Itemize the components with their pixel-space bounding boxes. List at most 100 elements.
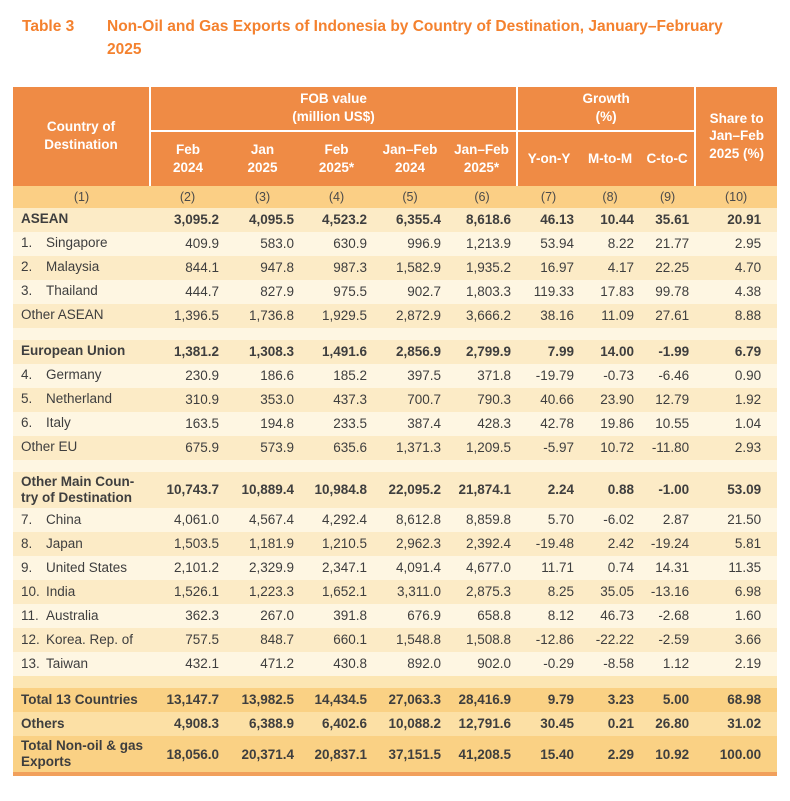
table-row: ASEAN 3,095.2 4,095.5 4,523.2 6,355.4 8,618.6…: [13, 207, 778, 232]
value-cell: 6,388.9: [225, 711, 300, 736]
country-label: Taiwan: [46, 655, 89, 671]
country-label: Other ASEAN: [21, 307, 104, 323]
table-title-text: Non-Oil and Gas Exports of Indonesia by …: [107, 18, 723, 59]
value-cell: 20,837.1: [300, 735, 373, 773]
value-cell: 2,101.2: [150, 555, 225, 580]
table-row: 10. India 1,526.1 1,223.3 1,652.1 3,311.0 2,87…: [13, 579, 778, 604]
table-row: 13. Taiwan 432.1 471.2 430.8 892.0 902.0 -0.29-…: [13, 651, 778, 676]
row-number: 5.: [21, 391, 33, 407]
country-label: European Union: [21, 343, 126, 359]
country-label: Total Non-oil & gas Exports: [21, 737, 143, 770]
value-cell: 13,147.7: [150, 687, 225, 712]
value-cell: 1,503.5: [150, 531, 225, 556]
value-cell: 53.94: [517, 231, 581, 256]
value-cell: 3,311.0: [373, 579, 447, 604]
value-cell: 975.5: [300, 279, 373, 304]
value-cell: 432.1: [150, 651, 225, 676]
country-label: Other Main Coun- try of Destination: [21, 473, 135, 505]
value-cell: 996.9: [373, 231, 447, 256]
value-cell: 902.0: [447, 651, 518, 676]
header-feb-2025: Feb 2025*: [300, 130, 373, 186]
country-cell: Total 13 Countries: [13, 687, 150, 712]
value-cell: -11.80: [640, 435, 696, 460]
value-cell: 8.12: [517, 603, 581, 628]
table-row: 5. Netherland 310.9 353.0 437.3 700.7 790.3 40.…: [13, 387, 778, 412]
value-cell: 1,223.3: [225, 579, 300, 604]
column-number: (5): [373, 185, 447, 208]
value-cell: 1,582.9: [373, 255, 447, 280]
country-label: Singapore: [46, 235, 108, 251]
country-cell: Other Main Coun- try of Destination: [13, 471, 150, 508]
column-number: (10): [695, 185, 778, 208]
table-row: 9. United States 2,101.2 2,329.9 2,347.1 4,09…: [13, 555, 778, 580]
header-group-fob-value: FOB value (million US$): [150, 86, 518, 132]
value-cell: -1.00: [640, 471, 696, 508]
value-cell: 2.95: [695, 231, 778, 256]
value-cell: -1.99: [640, 339, 696, 364]
header-y-on-y: Y-on-Y: [516, 130, 581, 186]
value-cell: 22,095.2: [373, 471, 447, 508]
value-cell: 4,061.0: [150, 507, 225, 532]
value-cell: 6,355.4: [373, 207, 447, 232]
value-cell: 267.0: [225, 603, 300, 628]
row-number: 8.: [21, 535, 33, 551]
value-cell: 387.4: [373, 411, 447, 436]
table-title: Table 3 Non-Oil and Gas Exports of Indon…: [0, 0, 790, 62]
value-cell: 3.66: [695, 627, 778, 652]
value-cell: 3,666.2: [447, 303, 518, 328]
value-cell: 4,523.2: [300, 207, 373, 232]
value-cell: 2.29: [580, 735, 641, 773]
country-label: India: [46, 583, 76, 599]
value-cell: 30.45: [517, 711, 581, 736]
country-cell: 1. Singapore: [13, 231, 150, 256]
country-label: Japan: [46, 535, 83, 551]
value-cell: -19.48: [517, 531, 581, 556]
country-cell: Other EU: [13, 435, 150, 460]
value-cell: 391.8: [300, 603, 373, 628]
table-row: 6. Italy 163.5 194.8 233.5 387.4 428.3 42.78 19.…: [13, 411, 778, 436]
country-cell: Others: [13, 711, 150, 736]
value-cell: 844.1: [150, 255, 225, 280]
value-cell: 2,962.3: [373, 531, 447, 556]
country-cell: 10. India: [13, 579, 150, 604]
country-cell: 13. Taiwan: [13, 651, 150, 676]
value-cell: 53.09: [695, 471, 778, 508]
value-cell: 4.17: [580, 255, 641, 280]
value-cell: 13,982.5: [225, 687, 300, 712]
value-cell: 21,874.1: [447, 471, 518, 508]
value-cell: 99.78: [640, 279, 696, 304]
country-cell: 12. Korea. Rep. of: [13, 627, 150, 652]
value-cell: 8,612.8: [373, 507, 447, 532]
value-cell: 2,875.3: [447, 579, 518, 604]
value-cell: 8.25: [517, 579, 581, 604]
table-row: 3. Thailand 444.7 827.9 975.5 902.7 1,803.3 119…: [13, 279, 778, 304]
row-number: 6.: [21, 415, 33, 431]
value-cell: 28,416.9: [447, 687, 518, 712]
value-cell: 27,063.3: [373, 687, 447, 712]
table-row: 11. Australia 362.3 267.0 391.8 676.9 658.8 8.1…: [13, 603, 778, 628]
country-cell: ASEAN: [13, 207, 150, 232]
country-label: Malaysia: [46, 259, 100, 275]
value-cell: 35.05: [580, 579, 641, 604]
column-number: (8): [580, 185, 641, 208]
value-cell: -19.79: [517, 363, 581, 388]
value-cell: 10,889.4: [225, 471, 300, 508]
value-cell: 31.02: [695, 711, 778, 736]
value-cell: 233.5: [300, 411, 373, 436]
country-cell: 11. Australia: [13, 603, 150, 628]
value-cell: 630.9: [300, 231, 373, 256]
value-cell: 397.5: [373, 363, 447, 388]
value-cell: 26.80: [640, 711, 696, 736]
column-number-row: (1) (2) (3) (4) (5) (6) (7) (8) (9) (10): [13, 185, 778, 208]
value-cell: 0.74: [580, 555, 641, 580]
value-cell: 371.8: [447, 363, 518, 388]
country-cell: 4. Germany: [13, 363, 150, 388]
column-number: (2): [150, 185, 225, 208]
value-cell: 6.98: [695, 579, 778, 604]
column-number: (1): [13, 185, 150, 208]
value-cell: 21.77: [640, 231, 696, 256]
value-cell: 790.3: [447, 387, 518, 412]
value-cell: 100.00: [695, 735, 778, 773]
country-cell: European Union: [13, 339, 150, 364]
column-number: (4): [300, 185, 373, 208]
